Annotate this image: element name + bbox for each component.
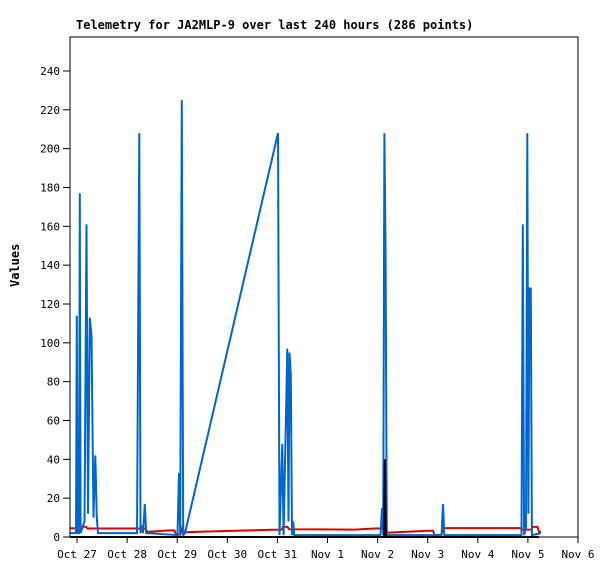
x-tick-label: Nov 1 [311, 548, 344, 561]
chart-title: Telemetry for JA2MLP-9 over last 240 hou… [76, 18, 474, 32]
y-tick-label: 180 [40, 181, 60, 194]
y-tick-label: 160 [40, 220, 60, 233]
y-tick-label: 140 [40, 259, 60, 272]
x-tick-label: Oct 31 [258, 548, 298, 561]
x-tick-label: Nov 2 [361, 548, 394, 561]
red-series-line [70, 523, 541, 537]
y-tick-label: 40 [47, 453, 60, 466]
y-tick-label: 0 [53, 531, 60, 544]
y-tick-label: 100 [40, 337, 60, 350]
x-tick-label: Nov 6 [561, 548, 594, 561]
y-tick-label: 240 [40, 65, 60, 78]
y-tick-label: 80 [47, 376, 60, 389]
blue-series-line [70, 100, 542, 538]
x-tick-label: Oct 28 [107, 548, 147, 561]
y-tick-label: 200 [40, 143, 60, 156]
x-tick-label: Nov 5 [511, 548, 544, 561]
y-tick-label: 60 [47, 414, 60, 427]
y-tick-label: 120 [40, 298, 60, 311]
x-tick-label: Nov 4 [461, 548, 494, 561]
y-tick-label: 220 [40, 104, 60, 117]
y-axis-label: Values [8, 243, 22, 287]
plot-border [69, 36, 579, 538]
x-tick-label: Nov 3 [411, 548, 444, 561]
y-tick-label: 20 [47, 492, 60, 505]
x-tick-label: Oct 27 [57, 548, 97, 561]
x-tick-label: Oct 30 [207, 548, 247, 561]
x-tick-label: Oct 29 [157, 548, 197, 561]
